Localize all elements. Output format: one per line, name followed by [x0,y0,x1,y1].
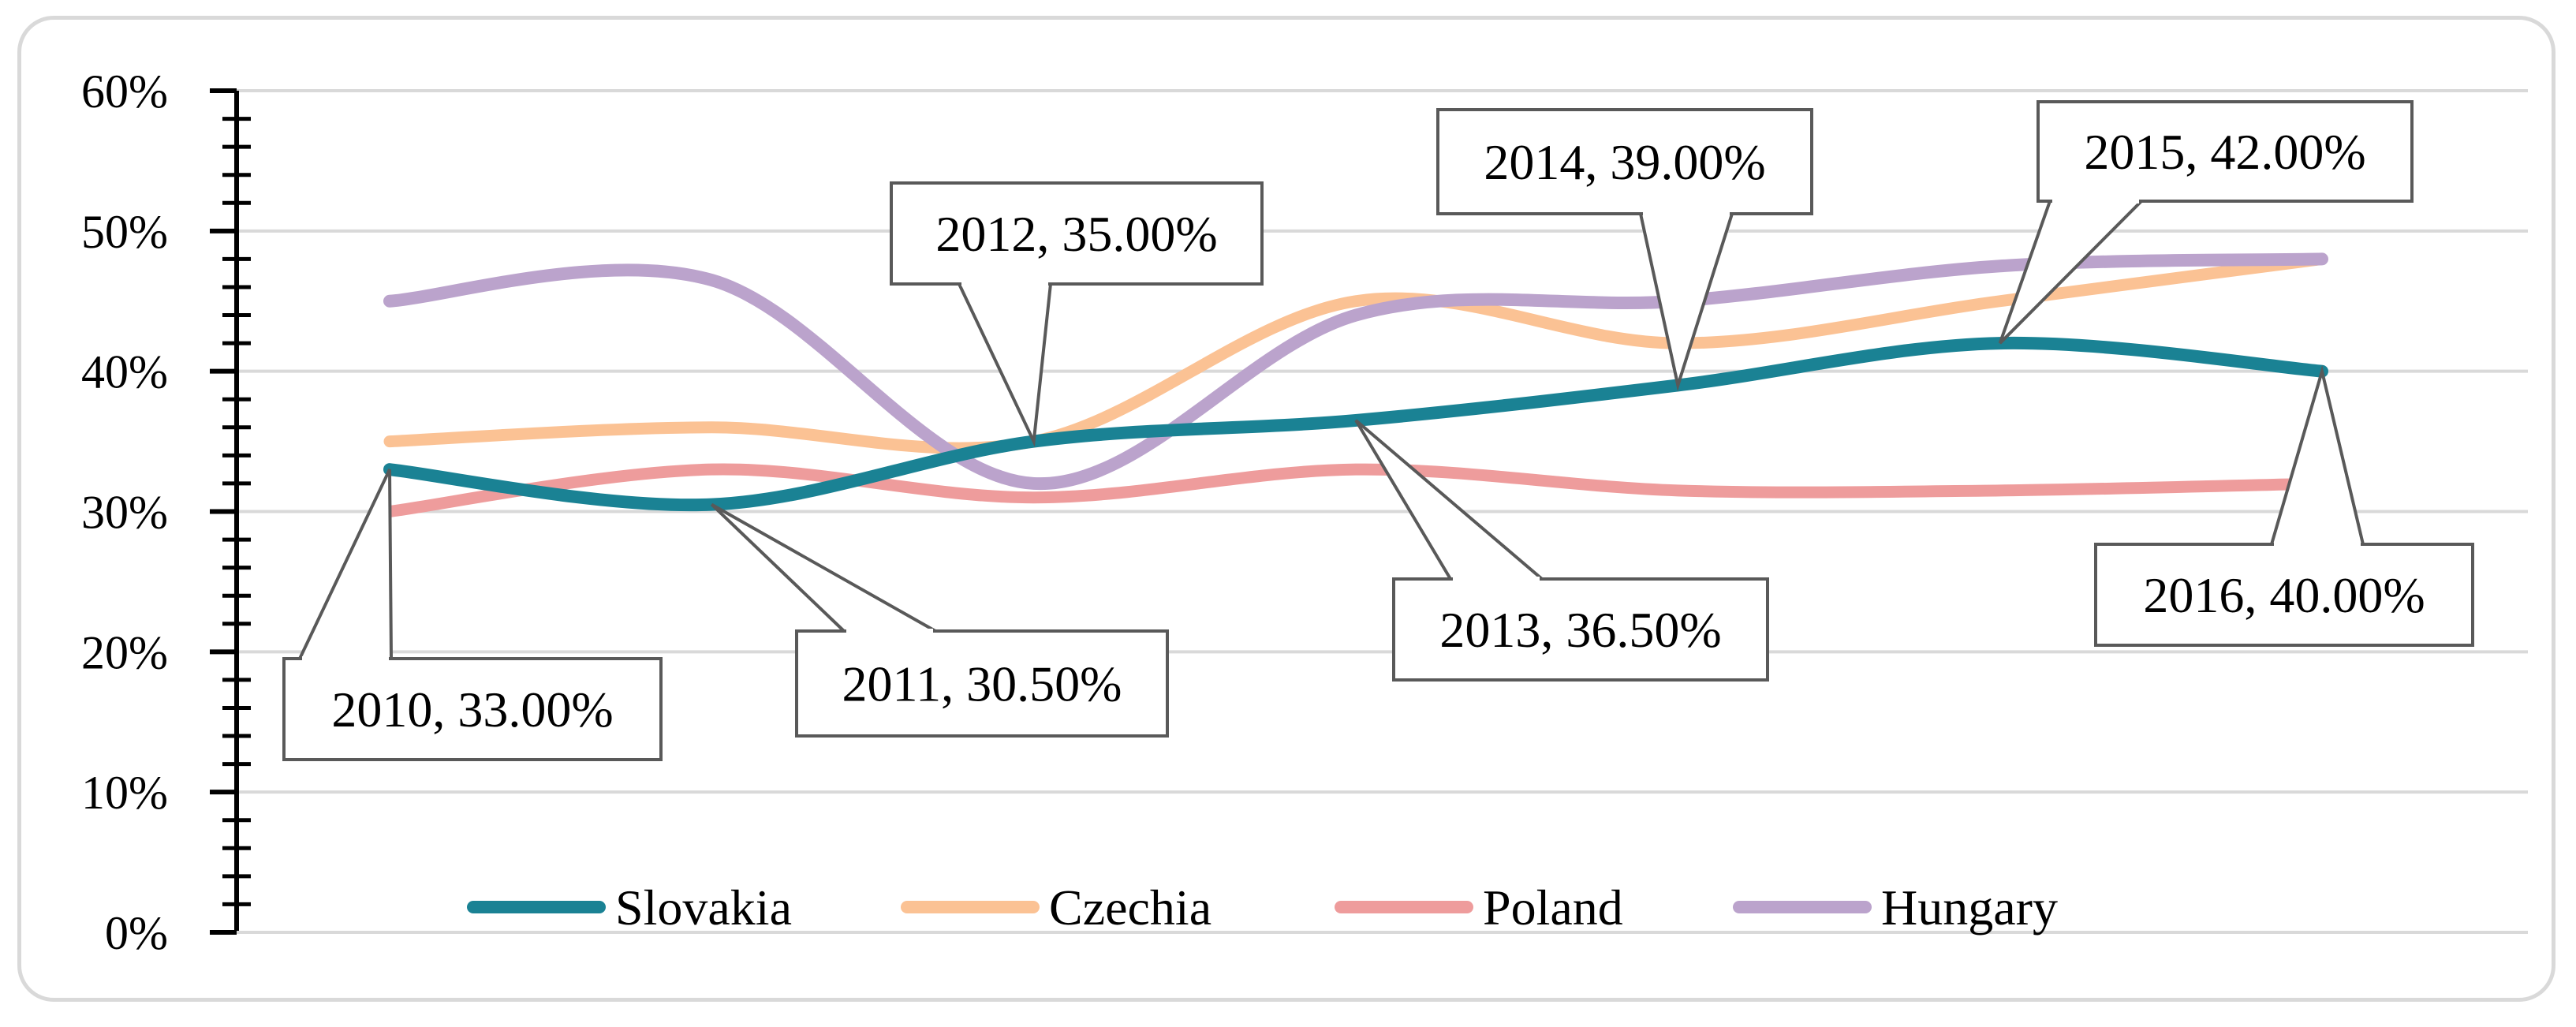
callout-2014: 2014, 39.00% [1436,108,1813,392]
callout-label: 2011, 30.50% [842,656,1122,712]
series-line-hungary [383,252,2328,490]
callout-box [1392,577,1769,682]
legend-label: Hungary [1881,879,2058,936]
legend-item-slovakia: Slovakia [467,879,792,936]
y-tick-label: 60% [81,65,168,118]
y-tick-label: 0% [105,907,168,959]
y-tick-label: 10% [81,767,168,819]
callout-pointer [1998,200,2145,345]
callout-2011: 2011, 30.50% [710,502,1169,738]
callout-2016: 2016, 40.00% [2094,364,2474,647]
series-line-czechia [383,252,2328,454]
callout-box [890,181,1264,286]
series-line-poland [383,463,2328,517]
callout-label: 2012, 35.00% [935,206,1217,262]
y-tick-label: 40% [81,346,168,398]
callout-2012: 2012, 35.00% [890,181,1264,447]
y-tick-label: 50% [81,206,168,258]
legend-label: Slovakia [615,879,792,936]
y-tick-label: 20% [81,626,168,678]
legend-label: Poland [1483,879,1623,936]
y-axis: 0% 10% 20% 30% 40% 50% 60% [81,65,2528,959]
legend: Slovakia Czechia Poland Hungary [467,879,2058,936]
callout-pointer [710,502,942,633]
callout-pointer [2269,364,2365,546]
gridlines [237,89,2528,794]
callout-box [795,629,1169,738]
legend-label: Czechia [1049,879,1211,936]
legend-item-poland: Poland [1335,879,1623,936]
callout-label: 2016, 40.00% [2143,567,2425,623]
callout-2015: 2015, 42.00% [1998,100,2414,345]
data-callouts: 2010, 33.00% 2011, 30.50% 2012, 35.00% 2013… [282,100,2474,761]
callout-label: 2015, 42.00% [2084,124,2365,180]
callout-pointer [1354,419,1547,581]
y-tick-label: 30% [81,487,168,539]
callout-pointer [956,282,1053,447]
callout-2013: 2013, 36.50% [1354,419,1769,682]
callout-box [2094,543,2474,647]
callout-box [1436,108,1813,215]
callout-label: 2013, 36.50% [1439,602,1721,658]
callout-pointer [297,469,394,660]
callout-label: 2010, 33.00% [331,682,613,738]
callout-label: 2014, 39.00% [1484,134,1765,190]
callout-box [2037,100,2414,203]
legend-item-hungary: Hungary [1733,879,2058,936]
callout-2010: 2010, 33.00% [282,469,663,761]
callout-box [282,657,663,761]
legend-item-czechia: Czechia [901,879,1211,936]
